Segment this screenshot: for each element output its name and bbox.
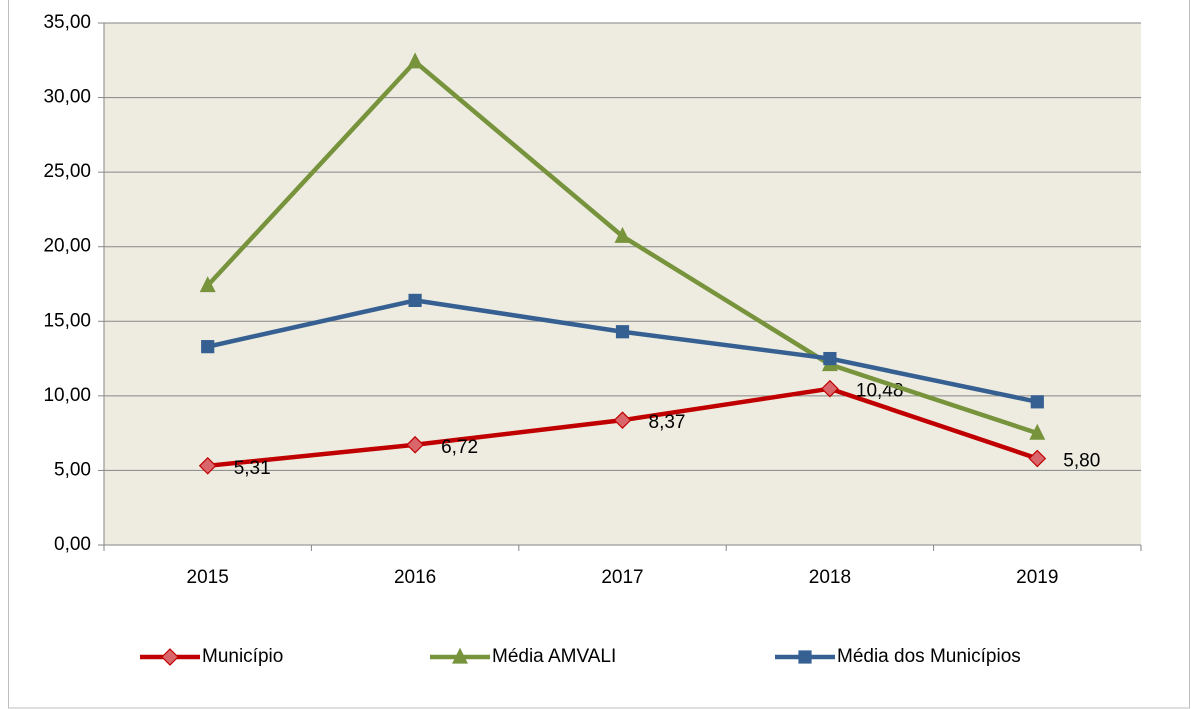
- data-label: 6,72: [441, 437, 478, 458]
- marker: [452, 647, 468, 664]
- marker: [821, 379, 839, 398]
- marker: [823, 351, 837, 366]
- x-tick-label: 2018: [809, 567, 851, 588]
- y-tick-label: 20,00: [43, 236, 91, 257]
- y-tick-label: 35,00: [43, 12, 91, 33]
- marker: [406, 435, 424, 454]
- y-tick-label: 10,00: [43, 385, 91, 406]
- marker: [613, 411, 632, 430]
- legend-label: Média AMVALI: [492, 646, 616, 667]
- y-tick-label: 30,00: [43, 87, 91, 108]
- marker: [198, 456, 217, 475]
- data-label: 8,37: [649, 412, 686, 433]
- x-tick-label: 2019: [1016, 567, 1058, 588]
- y-tick-label: 5,00: [54, 459, 91, 480]
- legend-label: Média dos Municípios: [837, 646, 1021, 667]
- legend-label: Município: [202, 646, 283, 667]
- marker: [1028, 449, 1047, 468]
- marker: [408, 293, 422, 308]
- y-tick-label: 15,00: [43, 310, 91, 331]
- marker: [199, 276, 216, 293]
- marker: [1029, 423, 1046, 440]
- marker: [201, 340, 215, 354]
- data-label: 10,48: [856, 381, 904, 402]
- marker: [614, 226, 631, 243]
- marker: [798, 650, 812, 664]
- y-tick-label: 0,00: [54, 534, 91, 555]
- x-tick-label: 2015: [187, 567, 229, 588]
- y-tick-label: 25,00: [43, 161, 91, 182]
- marker: [615, 325, 630, 339]
- marker: [1030, 395, 1044, 409]
- data-label: 5,31: [234, 458, 271, 479]
- data-label: 5,80: [1063, 451, 1100, 472]
- marker: [161, 648, 179, 666]
- marker: [407, 52, 424, 69]
- x-tick-label: 2016: [394, 567, 436, 588]
- x-tick-label: 2017: [601, 567, 643, 588]
